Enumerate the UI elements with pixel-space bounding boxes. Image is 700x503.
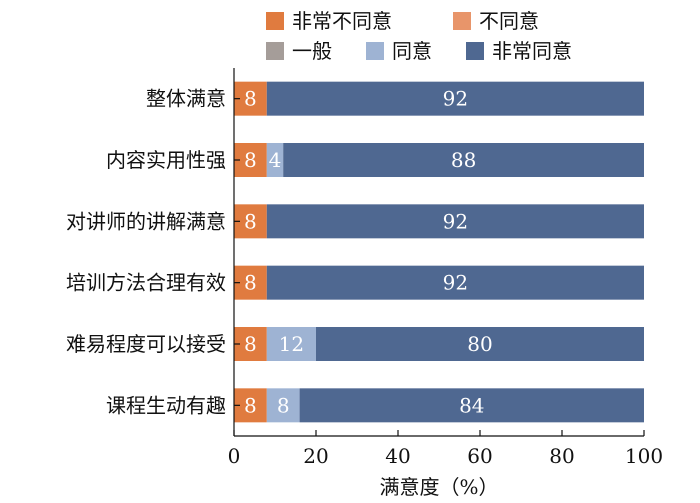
axes: 整体满意内容实用性强对讲师的讲解满意培训方法合理有效难易程度可以接受课程生动有趣…: [66, 68, 663, 468]
x-tick-label: 60: [467, 444, 492, 468]
bar-segment: [299, 388, 644, 423]
bar-segment: [266, 388, 300, 423]
legend-swatch: [466, 42, 484, 60]
data-label: 92: [443, 209, 468, 233]
data-label: 8: [244, 332, 257, 356]
data-label: 8: [244, 271, 257, 295]
legend-swatch: [453, 12, 471, 30]
bar-segment: [266, 204, 644, 239]
data-label: 88: [451, 148, 476, 172]
legend-swatch: [366, 42, 384, 60]
category-label: 对讲师的讲解满意: [66, 209, 226, 233]
bar-segment: [266, 143, 284, 177]
legend-swatch: [266, 42, 284, 60]
data-label: 8: [244, 87, 257, 111]
category-label: 内容实用性强: [106, 148, 226, 172]
category-label: 整体满意: [146, 87, 226, 111]
x-tick-label: 20: [303, 444, 328, 468]
x-tick-label: 40: [385, 444, 410, 468]
data-label: 4: [269, 148, 282, 172]
data-label: 8: [244, 209, 257, 233]
legend-label: 同意: [392, 39, 432, 63]
bar-segment: [266, 265, 644, 300]
data-label: 92: [443, 87, 468, 111]
category-label: 课程生动有趣: [106, 393, 226, 417]
data-label: 8: [277, 393, 290, 417]
bar-segment: [316, 327, 644, 361]
data-label: 92: [443, 271, 468, 295]
bar-segment: [283, 143, 644, 177]
x-axis-title: 满意度（%）: [379, 475, 498, 499]
x-tick-label: 0: [228, 444, 241, 468]
legend-swatch: [266, 12, 284, 30]
category-label: 难易程度可以接受: [66, 332, 226, 356]
legend-label: 非常不同意: [292, 9, 392, 33]
data-label: 12: [279, 332, 304, 356]
bar-segment: [266, 81, 644, 116]
bars: 8 928 4 888 928 928 12 808 8 84: [234, 81, 644, 423]
data-label: 8: [244, 148, 257, 172]
category-label: 培训方法合理有效: [66, 271, 226, 295]
legend-label: 非常同意: [492, 39, 572, 63]
x-tick-label: 100: [625, 444, 663, 468]
data-label: 8: [244, 393, 257, 417]
data-label: 80: [467, 332, 492, 356]
legend-label: 一般: [292, 39, 332, 63]
x-tick-label: 80: [549, 444, 574, 468]
data-label: 84: [459, 393, 484, 417]
bar-segment: [266, 327, 316, 361]
legend-label: 不同意: [479, 9, 539, 33]
